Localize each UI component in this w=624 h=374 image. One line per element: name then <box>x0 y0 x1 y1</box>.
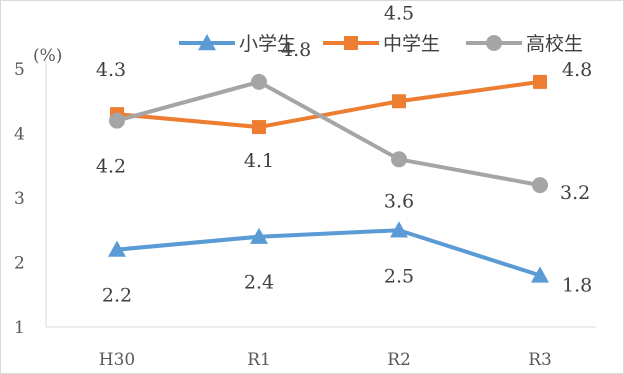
series-2-point <box>533 74 547 89</box>
data-label: 4.5 <box>384 2 414 24</box>
series-2-point <box>252 120 266 135</box>
legend-label: 小学生 <box>239 33 296 55</box>
y-unit-label: (%) <box>33 46 62 66</box>
data-label: 4.8 <box>562 59 592 81</box>
legend-marker <box>198 34 216 51</box>
series-1-point <box>531 266 549 283</box>
x-tick-label: R3 <box>528 350 552 370</box>
series-2-point <box>392 94 406 109</box>
legend-label: 高校生 <box>526 33 583 55</box>
data-label: 4.1 <box>244 150 274 172</box>
legend-label: 中学生 <box>383 33 440 55</box>
series-1-point <box>108 240 126 257</box>
data-label: 4.2 <box>96 156 126 178</box>
x-tick-label: H30 <box>99 350 135 370</box>
x-tick-label: R2 <box>387 350 411 370</box>
data-labels: 2.2 2.4 2.5 1.8 4.3 4.1 4.5 4.8 4.2 4.8 3.6 3.2 <box>96 2 592 306</box>
axis-group: 1 2 3 4 5 H30 R1 R2 R3 <box>14 60 596 370</box>
series-line-2 <box>115 79 542 130</box>
series-lines <box>115 79 542 278</box>
data-label: 2.4 <box>244 272 274 294</box>
series-line-3 <box>115 79 542 188</box>
legend: 小学生 中学生 高校生 <box>179 33 583 55</box>
data-label: 2.2 <box>102 285 132 307</box>
series-markers <box>108 73 549 283</box>
y-tick-label: 4 <box>14 125 25 145</box>
series-1-point <box>250 227 268 244</box>
y-tick-label: 2 <box>14 254 25 274</box>
data-label: 4.8 <box>281 39 311 61</box>
data-label: 4.3 <box>96 59 126 81</box>
series-3-point <box>532 177 548 194</box>
legend-marker <box>486 35 502 51</box>
data-label: 3.6 <box>384 190 414 212</box>
series-1-point <box>390 221 408 238</box>
data-label: 1.8 <box>562 274 592 296</box>
y-tick-label: 5 <box>14 60 25 80</box>
data-label: 2.5 <box>384 265 414 287</box>
series-3-point <box>251 73 267 90</box>
series-3-point <box>391 151 407 168</box>
series-3-point <box>109 112 125 129</box>
data-label: 3.2 <box>560 182 590 204</box>
series-line-1 <box>115 228 542 278</box>
y-tick-label: 1 <box>14 318 25 338</box>
y-tick-label: 3 <box>14 189 25 209</box>
legend-marker <box>344 36 358 50</box>
x-tick-label: R1 <box>247 350 271 370</box>
